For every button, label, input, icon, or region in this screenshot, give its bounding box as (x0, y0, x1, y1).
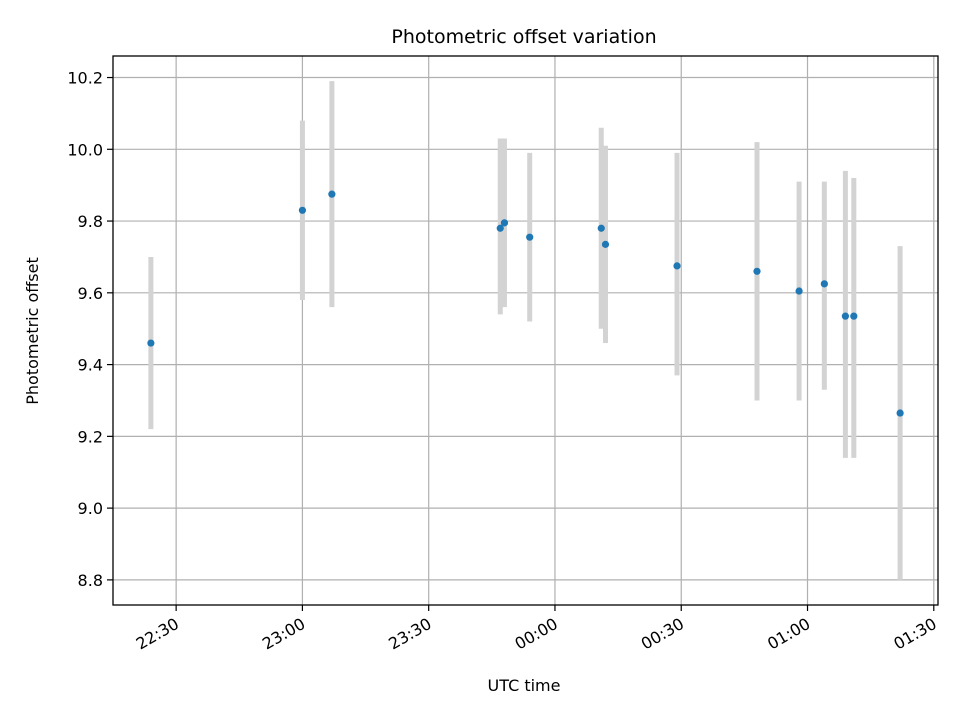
data-point (496, 224, 504, 232)
data-point (673, 262, 681, 270)
data-point (850, 312, 858, 320)
data-point (328, 190, 336, 198)
y-tick-label: 9.0 (78, 499, 103, 518)
y-tick-label: 10.2 (67, 69, 103, 88)
data-point (147, 339, 155, 347)
y-ticks: 8.8 9.0 9.2 9.4 9.6 9.8 10.0 10.2 (67, 69, 113, 590)
data-point (500, 219, 509, 227)
data-point (896, 409, 904, 417)
x-axis-title: UTC time (488, 676, 561, 695)
y-tick-label: 9.4 (78, 356, 103, 375)
data-point (753, 267, 761, 275)
y-tick-label: 9.8 (78, 212, 103, 231)
data-point (597, 224, 605, 232)
y-tick-label: 10.0 (67, 140, 103, 159)
data-point (526, 233, 534, 241)
chart-title: Photometric offset variation (391, 26, 656, 48)
y-tick-label: 9.6 (78, 284, 103, 303)
y-axis-title: Photometric offset (23, 257, 42, 405)
data-point (601, 240, 610, 248)
data-point (795, 287, 803, 295)
y-tick-label: 9.2 (78, 427, 103, 446)
y-tick-label: 8.8 (78, 571, 103, 590)
data-point (820, 280, 828, 288)
data-point (841, 312, 849, 320)
plot-frame (112, 55, 939, 606)
data-points (147, 190, 904, 417)
axes (112, 55, 939, 606)
data-point (298, 206, 307, 214)
